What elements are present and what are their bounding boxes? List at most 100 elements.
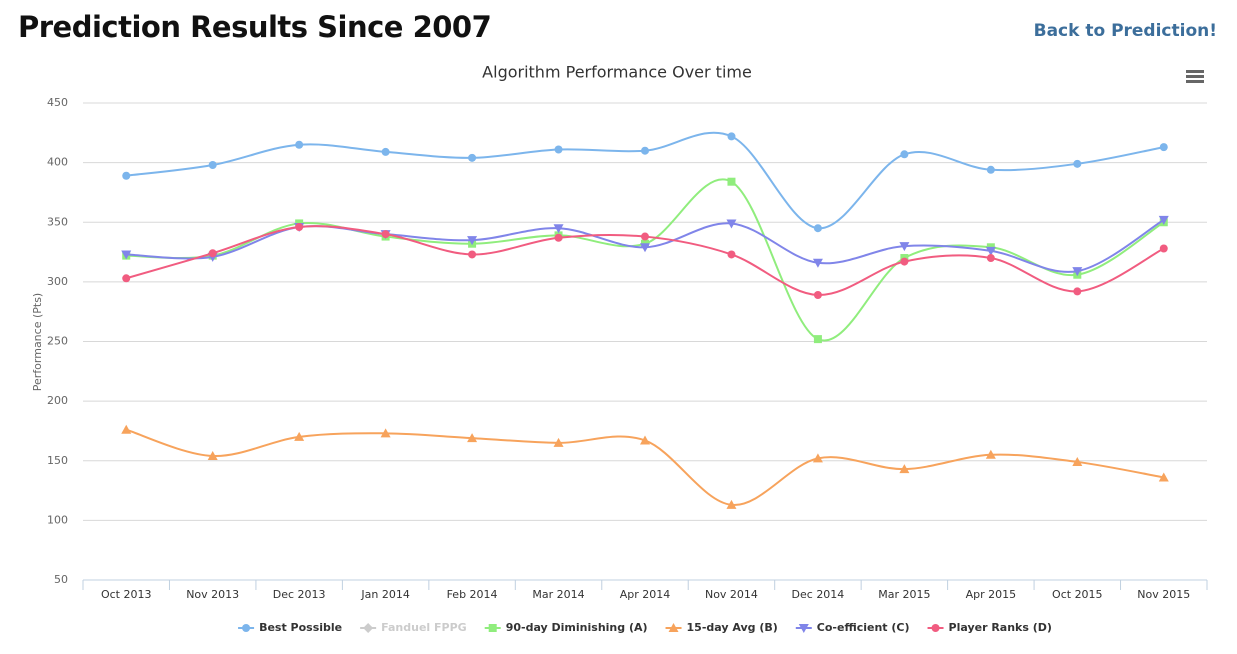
- point: [986, 165, 995, 174]
- legend-item[interactable]: 90-day Diminishing (A): [484, 621, 648, 634]
- y-tick-label: 250: [47, 335, 68, 348]
- point: [468, 250, 477, 259]
- point: [726, 219, 737, 229]
- x-tick-label: Oct 2013: [101, 588, 152, 601]
- point: [1158, 215, 1169, 225]
- x-tick-label: Apr 2014: [620, 588, 671, 601]
- point: [1159, 143, 1168, 152]
- legend: Best Possible Fanduel FPPG 90-day Diminish…: [238, 621, 1052, 634]
- point: [380, 428, 391, 438]
- x-tick-label: Oct 2015: [1052, 588, 1103, 601]
- point: [986, 254, 995, 263]
- x-tick-label: Mar 2014: [532, 588, 584, 601]
- legend-symbol: [668, 623, 679, 632]
- legend-item[interactable]: Best Possible: [238, 621, 342, 634]
- legend-item[interactable]: Fanduel FPPG: [360, 621, 467, 634]
- point: [467, 433, 478, 443]
- legend-label: 90-day Diminishing (A): [506, 621, 648, 634]
- y-tick-label: 350: [47, 215, 68, 228]
- menu-button[interactable]: [1186, 70, 1204, 83]
- point: [1158, 472, 1169, 482]
- point: [553, 224, 564, 234]
- point: [121, 250, 132, 260]
- point: [727, 177, 736, 186]
- x-tick-label: Apr 2015: [966, 588, 1017, 601]
- legend-label: 15-day Avg (B): [687, 621, 778, 634]
- point: [727, 132, 736, 141]
- point: [1159, 244, 1168, 253]
- point: [812, 453, 823, 463]
- point: [553, 437, 564, 447]
- menu-bar: [1186, 70, 1204, 73]
- point: [813, 290, 822, 299]
- point: [554, 233, 563, 242]
- x-tick-label: Mar 2015: [878, 588, 930, 601]
- point: [1072, 267, 1083, 277]
- point: [122, 171, 131, 180]
- page-title: Prediction Results Since 2007: [18, 10, 492, 44]
- y-tick-label: 300: [47, 275, 68, 288]
- point: [899, 464, 910, 474]
- point: [641, 146, 649, 155]
- point: [294, 431, 305, 441]
- point: [1072, 456, 1083, 466]
- legend-item[interactable]: Player Ranks (D): [927, 621, 1052, 634]
- legend-label: Fanduel FPPG: [381, 621, 467, 634]
- point: [381, 230, 390, 239]
- x-tick-label: Dec 2013: [273, 588, 326, 601]
- point: [468, 153, 477, 162]
- chart-title: Algorithm Performance Over time: [482, 63, 752, 82]
- y-tick-label: 100: [47, 513, 68, 526]
- legend-item[interactable]: Co-efficient (C): [795, 621, 910, 634]
- point: [467, 236, 478, 246]
- point: [208, 161, 217, 170]
- point: [899, 242, 910, 252]
- legend-symbol: [488, 624, 497, 632]
- x-tick-label: Nov 2013: [186, 588, 239, 601]
- legend-label: Co-efficient (C): [817, 621, 910, 634]
- series-line: [126, 178, 1165, 342]
- y-tick-label: 150: [47, 454, 68, 467]
- legend-label: Best Possible: [259, 621, 342, 634]
- legend-symbol: [363, 623, 374, 633]
- point: [1073, 287, 1082, 296]
- x-tick-label: Jan 2014: [360, 588, 409, 601]
- point: [640, 243, 650, 253]
- point: [381, 147, 390, 156]
- legend-item[interactable]: 15-day Avg (B): [665, 621, 778, 634]
- y-tick-label: 450: [47, 96, 68, 109]
- point: [121, 424, 132, 434]
- point: [900, 257, 909, 266]
- legend-symbol: [242, 624, 251, 632]
- point: [295, 140, 304, 149]
- menu-bar: [1186, 80, 1204, 83]
- y-tick-label: 200: [47, 394, 68, 407]
- legend-symbol: [798, 624, 809, 633]
- x-tick-label: Feb 2014: [447, 588, 498, 601]
- point: [812, 258, 823, 268]
- point: [1073, 159, 1082, 168]
- back-link[interactable]: Back to Prediction!: [1033, 21, 1217, 41]
- legend-symbol: [931, 624, 940, 632]
- menu-bar: [1186, 75, 1204, 78]
- point: [900, 150, 909, 159]
- x-tick-label: Nov 2014: [705, 588, 758, 601]
- point: [985, 449, 996, 459]
- y-tick-label: 400: [47, 156, 68, 169]
- point: [985, 246, 996, 256]
- point: [727, 250, 736, 259]
- point: [813, 224, 822, 233]
- point: [641, 232, 649, 241]
- point: [122, 274, 131, 283]
- x-tick-label: Dec 2014: [792, 588, 845, 601]
- point: [813, 335, 822, 344]
- x-tick-label: Nov 2015: [1137, 588, 1190, 601]
- y-tick-label: 50: [54, 573, 68, 586]
- point: [554, 145, 563, 154]
- point: [295, 223, 304, 232]
- legend-label: Player Ranks (D): [949, 621, 1052, 634]
- point: [726, 499, 737, 509]
- point: [208, 249, 217, 258]
- y-axis-label: Performance (Pts): [31, 293, 44, 391]
